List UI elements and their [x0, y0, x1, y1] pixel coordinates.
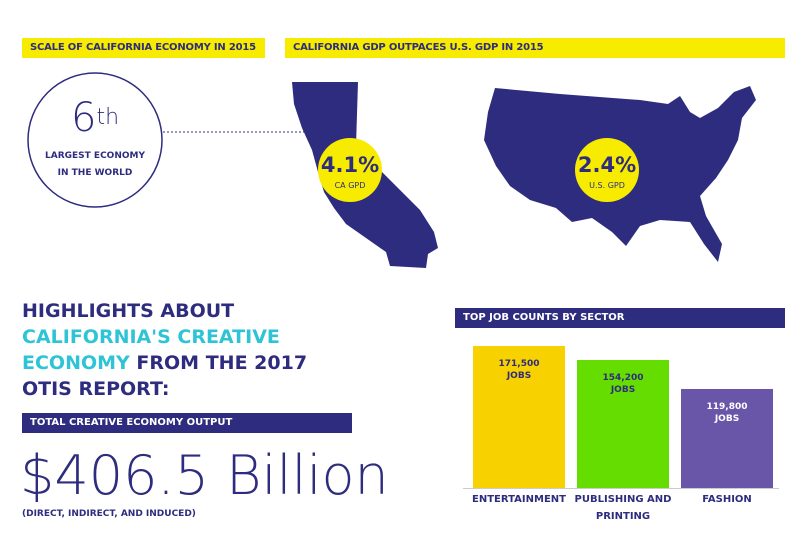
unit-label: JOBS: [610, 385, 636, 396]
unit-label: JOBS: [714, 413, 740, 424]
output-value: $406.5 Billion: [20, 444, 389, 507]
headline-highlight: CALIFORNIA'S CREATIVE ECONOMY: [22, 326, 280, 374]
section-heading: CALIFORNIA GDP OUTPACES U.S. GDP IN 2015: [285, 38, 785, 58]
headline-text: FROM THE 2017 OTIS REPORT:: [22, 352, 308, 400]
rank-circle: [27, 72, 163, 208]
output-heading: TOTAL CREATIVE ECONOMY OUTPUT: [22, 413, 352, 433]
chart-title: TOP JOB COUNTS BY SECTOR: [455, 308, 785, 328]
us-gdp: 2.4%: [577, 153, 637, 177]
value-label: 154,200: [602, 373, 644, 384]
bar: [577, 360, 669, 488]
section-heading: SCALE OF CALIFORNIA ECONOMY IN 2015: [22, 38, 265, 58]
category-label: ENTERTAINMENT: [472, 494, 566, 505]
bar: [681, 388, 773, 488]
category-label: PUBLISHING AND PRINTING: [574, 494, 672, 522]
baseline: [463, 488, 779, 489]
ca-gdp-label: CA GPD: [334, 181, 366, 190]
headline-text: HIGHLIGHTS ABOUT: [22, 300, 235, 322]
rank: 6th: [45, 96, 145, 140]
bar-chart: 171,500 JOBS ENTERTAINMENT 154,200 JOBS PUBLI…: [455, 330, 785, 535]
us-gdp-label: U.S. GPD: [589, 181, 625, 190]
maps: [27, 72, 756, 268]
unit-label: JOBS: [506, 371, 532, 381]
rank-number: 6: [70, 95, 97, 141]
headline: HIGHLIGHTS ABOUT CALIFORNIA'S CREATIVE E…: [22, 298, 362, 402]
rank-suffix: th: [96, 105, 120, 130]
value-label: 119,800: [706, 401, 748, 412]
bar: [473, 346, 565, 488]
value-label: 171,500: [498, 359, 540, 369]
category-label: FASHION: [702, 494, 752, 505]
output-note: (DIRECT, INDIRECT, AND INDUCED): [22, 509, 196, 519]
ca-gdp: 4.1%: [320, 153, 380, 177]
ca-badge: [318, 138, 382, 202]
us-badge: [575, 138, 639, 202]
rank-caption: LARGEST ECONOMY IN THE WORLD: [45, 151, 145, 178]
